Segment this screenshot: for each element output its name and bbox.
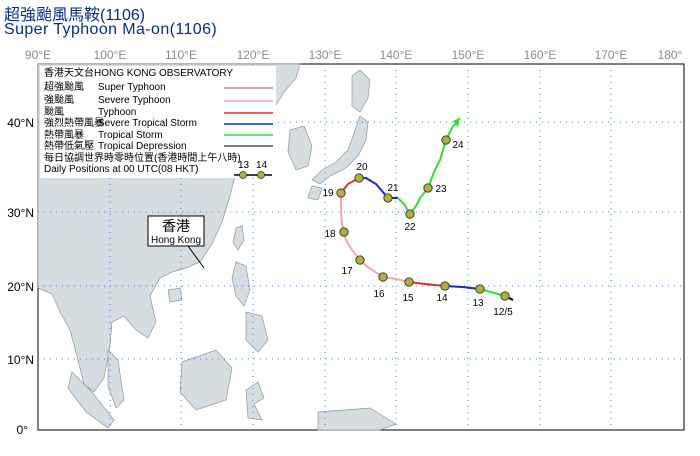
position-marker: [404, 277, 414, 287]
lon-label: 100°E: [94, 48, 127, 62]
lon-label: 140°E: [380, 48, 413, 62]
lon-label: 160°E: [524, 48, 557, 62]
position-marker: [378, 272, 388, 282]
sulawesi: [245, 381, 265, 421]
legend-zh: 颱風: [44, 106, 64, 118]
track-arrowhead: [453, 118, 460, 127]
position-marker: [405, 209, 415, 219]
position-marker: [441, 135, 451, 145]
latitude-labels: 40°N 30°N 20°N 10°N 0°: [7, 116, 34, 437]
daily-position-markers: 12/5 13 14 15 16 17 18 19 20 21 22 23 24: [322, 135, 513, 318]
position-label: 22: [404, 222, 416, 233]
taiwan: [232, 225, 245, 251]
hong-kong-callout: 香港 Hong Kong: [147, 215, 205, 269]
legend-sample-day: 13: [238, 160, 250, 171]
position-label: 18: [324, 229, 336, 240]
lat-label: 0°: [17, 423, 29, 437]
position-label: 13: [472, 298, 484, 309]
legend-en: Super Typhoon: [98, 82, 166, 93]
position-label: 17: [341, 266, 353, 277]
position-marker: [475, 284, 485, 294]
legend-zh: 超強颱風: [44, 80, 84, 93]
position-marker: [339, 227, 349, 237]
position-label: 24: [452, 140, 464, 151]
lat-label: 30°N: [7, 206, 34, 220]
position-label: 21: [387, 183, 399, 194]
hong-kong-label-zh: 香港: [162, 218, 190, 234]
legend-zh: 強烈熱帶風暴: [44, 116, 104, 129]
lon-label: 120°E: [237, 48, 270, 62]
legend-header: 香港天文台HONG KONG OBSERVATORY: [44, 66, 233, 79]
position-marker: [500, 291, 510, 301]
lon-label: 90°E: [25, 48, 51, 62]
track-segment-severe-tropical-storm: [444, 285, 481, 290]
position-label: 16: [373, 289, 385, 300]
position-marker: [355, 255, 365, 265]
kyushu: [307, 185, 323, 201]
philippines-south: [245, 311, 269, 353]
title-english: Super Typhoon Ma-on(1106): [4, 21, 218, 38]
legend-en: Typhoon: [98, 107, 136, 118]
lon-label: 110°E: [165, 48, 197, 62]
legend-zh: 強颱風: [44, 93, 74, 106]
longitude-labels: 90°E 100°E 110°E 120°E 130°E 140°E 150°E…: [25, 48, 683, 62]
hong-kong-pointer: [187, 245, 205, 269]
malay-peninsula: [107, 349, 125, 409]
legend-sample-marker: [257, 171, 265, 179]
japan: [351, 69, 371, 113]
position-label: 20: [356, 162, 368, 173]
lon-label: 130°E: [309, 48, 342, 62]
lon-label: 180°: [658, 48, 683, 62]
lat-label: 20°N: [7, 280, 34, 294]
legend-en: Tropical Storm: [98, 130, 163, 141]
lon-label: 170°E: [595, 48, 628, 62]
new-guinea: [317, 407, 397, 431]
position-marker: [336, 188, 346, 198]
hong-kong-label-box: [147, 215, 205, 247]
legend-en: Severe Typhoon: [98, 95, 171, 106]
legend-sample-marker: [239, 171, 247, 179]
legend-box: [40, 66, 276, 178]
philippines-luzon: [231, 261, 251, 307]
legend: 香港天文台HONG KONG OBSERVATORY 超強颱風 Super Ty…: [40, 66, 276, 179]
hainan: [167, 287, 183, 303]
sumatra: [67, 371, 115, 429]
lat-label: 10°N: [7, 353, 34, 367]
legend-sample-day: 14: [256, 160, 268, 171]
position-label: 14: [436, 293, 448, 304]
legend-en: Tropical Depression: [98, 141, 187, 152]
hong-kong-label-en: Hong Kong: [151, 235, 201, 246]
japan-honshu: [311, 115, 369, 185]
position-marker: [440, 281, 450, 291]
position-marker: [383, 193, 393, 203]
position-marker: [423, 183, 433, 193]
legend-zh: 熱帶風暴: [44, 128, 84, 141]
legend-en: Severe Tropical Storm: [98, 118, 197, 129]
borneo: [179, 349, 233, 411]
position-marker: [354, 173, 364, 183]
korea: [287, 125, 313, 171]
track-segment-typhoon: [408, 281, 446, 287]
position-label: 23: [435, 184, 447, 195]
position-label: 19: [322, 188, 334, 199]
legend-daily-zh: 每日協調世界時零時位置(香港時間上午八時): [44, 151, 241, 164]
title-chinese: 超強颱風馬鞍(1106): [4, 7, 146, 24]
position-label: 15: [402, 293, 414, 304]
legend-zh: 熱帶低氣壓: [44, 139, 94, 152]
lat-label: 40°N: [7, 116, 34, 130]
position-label: 12/5: [493, 307, 513, 318]
lon-label: 150°E: [452, 48, 485, 62]
legend-daily-en: Daily Positions at 00 UTC(08 HKT): [44, 164, 199, 175]
